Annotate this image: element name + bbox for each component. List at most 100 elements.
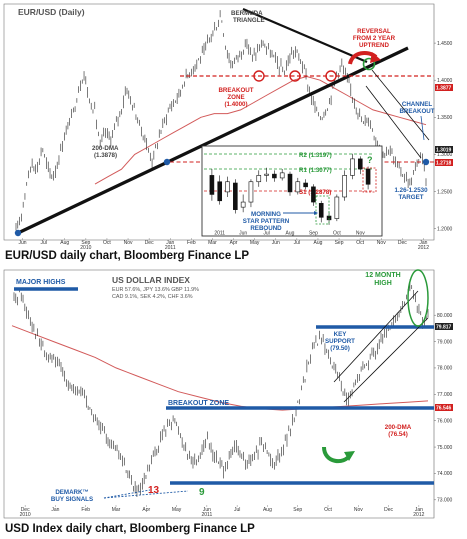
demark-count-13: 13	[148, 485, 160, 496]
x-tick-label: May	[172, 507, 182, 513]
demark-count-9: 9	[199, 487, 205, 498]
eurusd-caption: EUR/USD daily chart, Bloomberg Finance L…	[5, 250, 249, 262]
y-tick-label: 1.3500	[437, 115, 453, 121]
x-tick-label: Sep	[293, 507, 302, 513]
inset-x-tick-label: 2011	[214, 231, 225, 237]
eurusd-touch-circle	[289, 70, 301, 82]
x-tick-label: Jun	[19, 240, 27, 246]
usd-price-tag-bg	[435, 404, 453, 411]
inset-candle-body	[311, 186, 316, 203]
demark-arrow	[103, 489, 151, 499]
y-tick-label: 77.000	[437, 392, 453, 398]
reversal-label: UPTREND	[359, 42, 389, 49]
x-tick-label: 2012	[418, 245, 429, 251]
demark-label: BUY SIGNALS	[51, 496, 93, 503]
inset-level-label: R2 (1.3197)	[299, 152, 332, 159]
inset-candle-body	[240, 201, 246, 208]
x-tick-label: Feb	[81, 507, 90, 513]
x-tick-label: Oct	[324, 507, 332, 513]
morning-star-label: STAR PATTERN	[243, 218, 290, 225]
inset-target-box	[362, 167, 377, 193]
x-tick-label: 2011	[165, 245, 176, 251]
y-tick-label: 1.4500	[437, 41, 453, 47]
inset-x-tick-label: Nov	[356, 231, 365, 237]
y-tick-label: 1.4000	[437, 78, 453, 84]
x-tick-label: Mar	[112, 507, 121, 513]
inset-x-tick-label: Aug	[286, 231, 295, 237]
eurusd-price-tag-bg	[435, 146, 453, 153]
x-tick-label: 2011	[201, 512, 212, 518]
eurusd-touch-circle	[325, 70, 337, 82]
y-tick-label: 75.000	[437, 445, 453, 451]
channel-arrow	[420, 115, 425, 141]
x-tick-label: Nov	[377, 240, 386, 246]
y-tick-label: 76.000	[437, 418, 453, 424]
usdindex-200dma-line	[11, 325, 429, 411]
breakout-zone-label: BREAKOUT ZONE	[168, 400, 229, 407]
y-tick-label: 73.000	[437, 498, 453, 504]
inset-candle-body	[248, 181, 254, 203]
x-tick-label: Apr	[142, 507, 150, 513]
x-tick-label: Sep	[335, 240, 344, 246]
usd-rebound-arrow-head	[344, 451, 355, 461]
reversal-label: FROM 2 YEAR	[353, 35, 396, 42]
inset-question-mark: ?	[367, 155, 373, 165]
twelve-month-high-label: 12 MONTH	[365, 272, 400, 279]
x-tick-label: Mar	[208, 240, 217, 246]
eurusd-trend-dot	[14, 229, 22, 237]
demark-arrow	[103, 490, 189, 499]
usd-channel-bottom	[343, 317, 429, 403]
x-tick-label: Dec	[145, 240, 154, 246]
x-tick-label: Jun	[203, 507, 211, 513]
key-support-label: SUPPORT	[325, 338, 355, 345]
usdindex-weights: CAD 9.1%, SEK 4.2%, CHF 3.6%	[112, 294, 193, 300]
key-support-label: KEY	[334, 331, 348, 338]
inset-candle-body	[279, 172, 285, 179]
major-highs-label: MAJOR HIGHS	[16, 279, 66, 286]
usdindex-weights: EUR 57.6%, JPY 13.6% GBP 11.9%	[112, 287, 199, 293]
x-tick-label: Jan	[419, 240, 427, 246]
dma-label: (1.3878)	[94, 152, 117, 159]
x-tick-label: Oct	[103, 240, 111, 246]
inset-level-label: R1 (1.3077)	[299, 167, 332, 174]
x-tick-label: Aug	[313, 240, 322, 246]
eurusd-channel-top	[371, 69, 430, 141]
breakout-zone-label: ZONE	[227, 94, 244, 101]
eurusd-price-tag: 1.3019	[436, 148, 452, 154]
channel-breakout-label: BREAKOUT	[399, 108, 434, 115]
x-tick-label: Jan	[166, 240, 174, 246]
inset-morning-arrow-head	[314, 211, 318, 215]
bermuda-label: TRIANGLE	[233, 17, 265, 24]
reversal-label: REVERSAL	[357, 28, 391, 35]
usdindex-caption: USD Index daily chart, Bloomberg Finance…	[5, 523, 255, 535]
eurusd-title: EUR/USD (Daily)	[18, 7, 85, 17]
inset-candle-body	[264, 173, 269, 176]
usdindex-chart-frame	[3, 269, 435, 519]
inset-morning-box	[315, 195, 330, 225]
morning-star-label: REBOUND	[250, 225, 282, 232]
inset-candle-body	[357, 158, 363, 170]
inset-candle-body	[225, 181, 230, 193]
eurusd-y-ticks: 1.4500 1.4000 1.3500 1.3000 1.2500 1.2000	[434, 41, 453, 232]
y-tick-label: 1.2000	[437, 226, 453, 232]
x-tick-label: 2010	[80, 245, 91, 251]
dma-label: 200-DMA	[92, 145, 119, 152]
eurusd-target-dot	[422, 158, 430, 166]
x-tick-label: Dec	[384, 507, 393, 513]
inset-candle-body	[342, 175, 347, 198]
x-tick-label: Dec	[398, 240, 407, 246]
usd-channel-top	[333, 290, 419, 383]
key-support-label: (79.50)	[330, 345, 350, 352]
usdindex-y-ticks: 80.000 79.000 78.000 77.000 76.000 75.000 74.0…	[434, 313, 453, 504]
inset-candles	[209, 153, 371, 225]
eurusd-price-tag-bg	[435, 159, 453, 166]
usd-dma-label: 200-DMA	[385, 424, 412, 431]
inset-x-ticks: 2011 Jun Jul Aug Sep Oct Nov	[214, 231, 365, 237]
x-tick-label: Jan	[415, 507, 423, 513]
y-tick-label: 78.000	[437, 366, 453, 372]
inset-candle-body	[209, 175, 215, 195]
x-tick-label: Jul	[294, 240, 300, 246]
eurusd-trend-dot	[163, 158, 171, 166]
usd-price-tag: 79.817	[436, 325, 452, 331]
demark-label: DEMARK™	[55, 489, 88, 496]
